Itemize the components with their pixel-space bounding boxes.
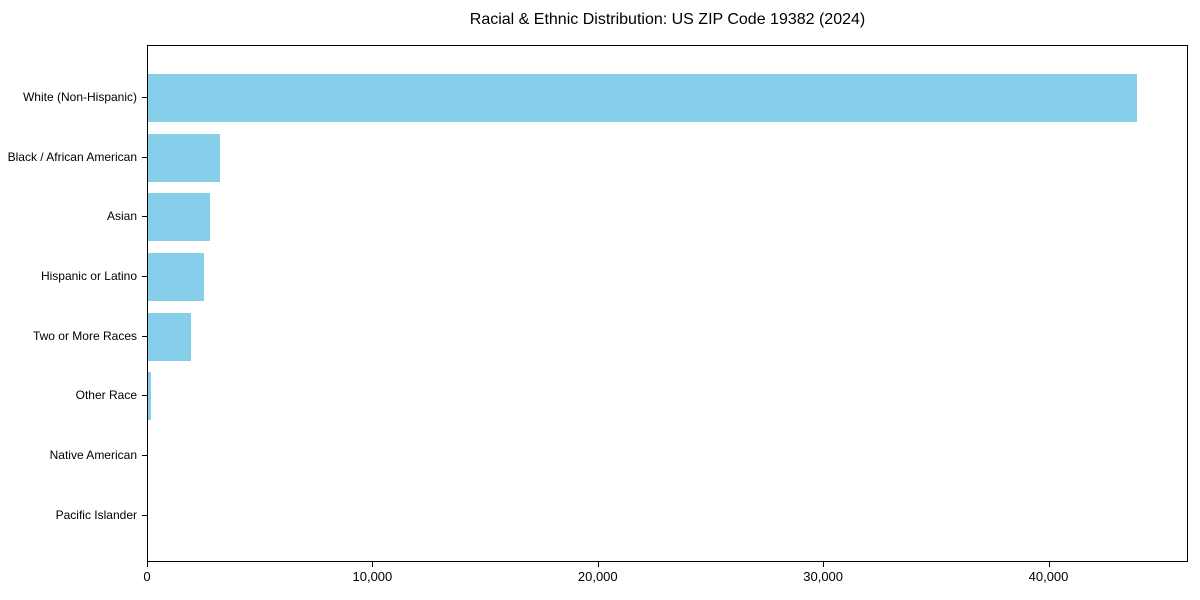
x-tick-20000 [597, 562, 599, 567]
x-tick-label-30000: 30,000 [803, 569, 844, 584]
bar-two-or-more-races [148, 312, 191, 361]
x-tick-40000 [1048, 562, 1050, 567]
y-label-pacific-islander: Pacific Islander [55, 507, 137, 522]
bar-black-african-american [148, 133, 221, 182]
x-tick-label-20000: 20,000 [577, 569, 618, 584]
x-tick-label-10000: 10,000 [352, 569, 393, 584]
y-tick-two-or-more-races [142, 335, 147, 337]
x-tick-0 [147, 562, 148, 567]
y-tick-native-american [142, 455, 147, 457]
y-label-other-race: Other Race [75, 388, 137, 403]
y-label-asian: Asian [106, 209, 137, 224]
bar-asian [148, 193, 210, 242]
x-tick-10000 [372, 562, 374, 567]
bar-hispanic-or-latino [148, 253, 205, 301]
y-label-hispanic-or-latino: Hispanic or Latino [40, 269, 137, 283]
y-label-black-african-american: Black / African American [7, 149, 137, 164]
y-tick-black-african-american [142, 156, 147, 158]
y-tick-other-race [142, 395, 147, 397]
y-label-native-american: Native American [49, 448, 137, 463]
y-tick-asian [142, 216, 147, 218]
y-tick-hispanic-or-latino [142, 276, 147, 277]
chart-title: Racial & Ethnic Distribution: US ZIP Cod… [469, 11, 866, 28]
y-label-white-non-hispanic: White (Non-Hispanic) [22, 90, 137, 104]
y-label-two-or-more-races: Two or More Races [32, 328, 137, 343]
bar-white-non-hispanic [148, 74, 1138, 122]
y-tick-white-non-hispanic [142, 97, 147, 98]
x-tick-30000 [823, 562, 825, 567]
bar-other-race [148, 372, 151, 421]
y-tick-pacific-islander [142, 514, 147, 516]
x-tick-label-0: 0 [143, 569, 151, 584]
x-tick-label-40000: 40,000 [1028, 569, 1069, 584]
plot-area [147, 45, 1188, 562]
